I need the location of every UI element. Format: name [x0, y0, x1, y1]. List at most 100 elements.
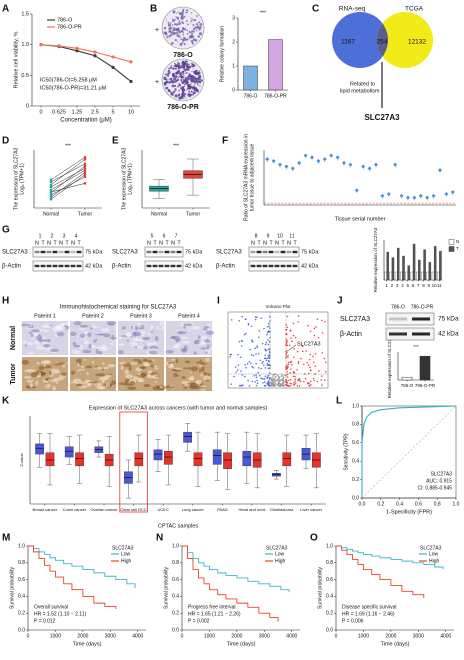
volcano-dot — [294, 382, 297, 384]
volcano-dot — [298, 377, 301, 380]
colony — [196, 71, 200, 75]
volcano-dot — [269, 355, 271, 357]
blot-frame — [248, 246, 300, 258]
tissue-texture — [176, 347, 180, 350]
y-tick-label: 0.0 — [352, 495, 359, 501]
colony — [191, 62, 193, 65]
tissue-texture — [183, 323, 186, 329]
colony — [179, 43, 183, 46]
y-tick-label: 0 — [232, 87, 235, 93]
colony — [198, 32, 203, 36]
colony — [178, 30, 182, 34]
colony — [170, 80, 173, 83]
volcano-dot — [264, 343, 267, 346]
blot-band — [250, 250, 256, 254]
x-tick-label: 1000 — [50, 633, 61, 639]
volcano-dot — [286, 376, 289, 378]
volcano-dot — [268, 322, 270, 325]
pair-point — [49, 178, 53, 182]
x-tick-label: PAAD — [217, 507, 228, 512]
colony — [167, 23, 172, 27]
volcano-dot — [264, 348, 266, 350]
protein-label: SLC27A3 — [2, 250, 28, 256]
x-tick-label: 2000 — [77, 633, 88, 639]
volcano-dot — [264, 384, 267, 387]
blot-band — [152, 264, 158, 268]
annotation: *** — [65, 143, 71, 149]
colony — [184, 83, 186, 85]
volcano-dot — [251, 340, 254, 343]
size-label: 75 kDa — [438, 316, 459, 323]
data-point — [450, 190, 455, 195]
y-axis-label: Relative cell viability, % — [13, 32, 19, 89]
colony — [186, 72, 188, 74]
x-tick-label: Liver cancer — [300, 507, 322, 512]
volcano-dot — [238, 319, 241, 322]
colony — [163, 76, 166, 79]
blot-band — [280, 250, 286, 254]
tissue-texture — [139, 366, 145, 369]
blot-band — [280, 264, 286, 268]
volcano-dot — [241, 384, 244, 386]
tissue-texture — [85, 365, 93, 369]
annotation: P = 0.006 — [342, 618, 364, 624]
tissue-texture — [38, 365, 45, 371]
data-point — [406, 195, 410, 200]
colony — [190, 30, 194, 33]
colony — [199, 81, 201, 84]
volcano-dot — [282, 382, 284, 385]
volcano-dot — [261, 342, 264, 345]
colony — [194, 72, 197, 75]
volcano-dot — [250, 353, 253, 356]
volcano-dot — [290, 382, 293, 385]
colony — [181, 38, 185, 42]
tissue-texture — [35, 335, 43, 341]
volcano-dot — [280, 379, 283, 381]
blot-band — [58, 264, 64, 268]
volcano-dot — [252, 366, 255, 369]
blot-band — [262, 264, 268, 268]
volcano-dot — [282, 379, 284, 381]
colony — [183, 92, 187, 96]
tissue-texture — [100, 386, 103, 390]
pair-point — [83, 171, 87, 174]
colony — [186, 77, 190, 81]
x-tick-label: 0 — [27, 633, 30, 639]
row-label: Tumor — [10, 363, 17, 385]
bar — [391, 257, 395, 281]
tissue-texture — [205, 330, 215, 335]
tissue-texture — [102, 366, 109, 370]
lane-label: T — [257, 240, 261, 246]
bar — [400, 271, 403, 281]
blot-band — [152, 250, 158, 254]
tissue-texture — [188, 329, 191, 332]
volcano-dot — [280, 375, 282, 377]
volcano-dot — [255, 353, 257, 355]
volcano-dot — [268, 315, 271, 318]
colony — [192, 24, 195, 26]
colony — [177, 61, 179, 63]
patient-label: Pateint 3 — [130, 313, 152, 319]
legend-label: 786-O-PR — [57, 24, 82, 30]
tissue-texture — [156, 325, 167, 331]
box — [242, 451, 252, 467]
volcano-dot — [281, 375, 284, 377]
tissue-texture — [173, 372, 178, 378]
volcano-dot — [266, 326, 269, 328]
x-tick-label: 1 — [385, 283, 388, 288]
colony — [197, 83, 199, 86]
colony — [199, 85, 201, 87]
tissue-texture — [21, 323, 31, 327]
y-axis-label: The expression of SLC27A3 — [121, 148, 127, 211]
tissue-texture — [199, 359, 202, 361]
volcano-dot — [265, 359, 268, 361]
tissue-texture — [152, 359, 155, 362]
volcano-dot — [287, 379, 290, 382]
volcano-dot — [321, 319, 323, 322]
pair-point — [83, 164, 87, 168]
panel-letter: G — [2, 225, 10, 236]
x-tick-label: Colon cancer — [63, 507, 87, 512]
volcano-dot — [268, 360, 270, 363]
volcano-dot — [284, 374, 286, 376]
volcano-dot — [309, 330, 312, 332]
